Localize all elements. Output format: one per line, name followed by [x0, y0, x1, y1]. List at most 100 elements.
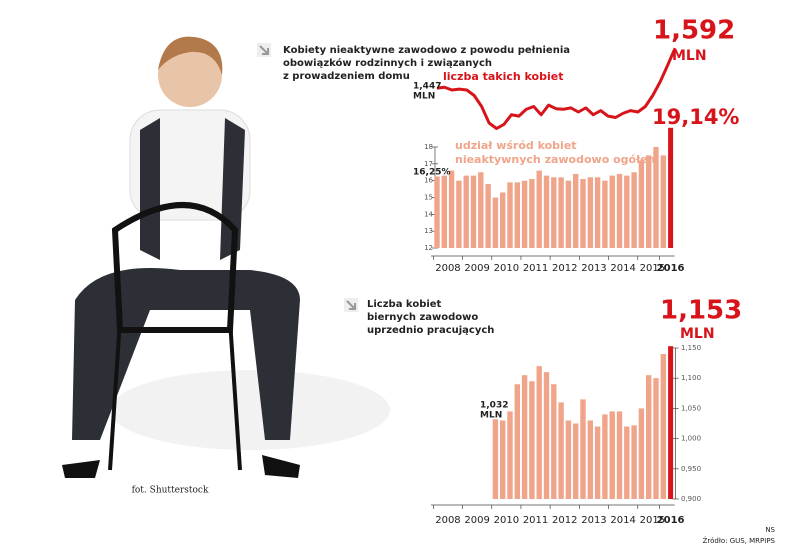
- bar: [434, 176, 440, 248]
- bar: [624, 175, 630, 248]
- bar: [668, 346, 674, 499]
- x-tick-label: 2016: [657, 263, 685, 274]
- bar: [616, 411, 623, 499]
- bar: [507, 182, 513, 248]
- bar: [441, 175, 447, 248]
- bar: [609, 411, 615, 499]
- source: Źródło: GUS, MRPIPS: [703, 536, 776, 545]
- x-tick-label: 2012: [552, 515, 577, 526]
- bar: [580, 178, 586, 248]
- x-tick-label: 2015: [640, 515, 665, 526]
- value-unit: MLN: [672, 48, 707, 64]
- value-unit: MLN: [413, 92, 435, 102]
- bar: [565, 180, 572, 248]
- bar: [602, 414, 608, 499]
- value-label: 1,153: [660, 296, 742, 326]
- bar: [543, 372, 550, 499]
- bar: [638, 160, 645, 248]
- bar: [551, 177, 557, 248]
- bar: [448, 170, 455, 248]
- bar: [594, 177, 601, 248]
- bar: [587, 420, 593, 499]
- bar: [492, 197, 499, 248]
- y-tick-label: 1,050: [681, 404, 701, 412]
- bar: [536, 170, 542, 248]
- x-tick-label: 2013: [581, 515, 606, 526]
- x-tick-label: 2011: [523, 263, 548, 274]
- bar: [500, 420, 506, 499]
- bar: [602, 180, 608, 248]
- y-tick-label: 12: [424, 244, 433, 252]
- bar: [587, 177, 593, 248]
- bar: [500, 192, 506, 248]
- bar: [565, 420, 572, 499]
- bar: [646, 155, 652, 248]
- value-label: 16,25%: [413, 168, 451, 178]
- x-tick-label: 2010: [494, 263, 519, 274]
- photo: [62, 36, 390, 478]
- bar: [660, 354, 666, 499]
- bar: [580, 399, 586, 499]
- bar: [609, 175, 615, 248]
- y-tick-label: 16: [424, 177, 433, 185]
- chart-title: uprzednio pracujących: [367, 325, 494, 336]
- value-unit: MLN: [480, 411, 502, 421]
- bar: [551, 384, 557, 499]
- bar: [573, 173, 579, 248]
- y-tick-label: 1,000: [681, 435, 701, 443]
- bar: [646, 375, 652, 499]
- value-unit: MLN: [680, 326, 715, 342]
- bar: [558, 402, 564, 499]
- bar: [529, 381, 535, 499]
- y-tick-label: 1,150: [681, 344, 701, 352]
- bar: [660, 155, 666, 248]
- y-tick-label: 14: [424, 210, 433, 218]
- value-label: 1,032: [480, 401, 508, 411]
- author: NS: [765, 526, 775, 534]
- chart-title: Liczba kobiet: [367, 299, 442, 310]
- x-tick-label: 2010: [494, 515, 519, 526]
- bar: [521, 375, 528, 499]
- bar: [638, 408, 645, 499]
- value-label: 19,14%: [652, 105, 739, 129]
- bar: [514, 182, 520, 248]
- bar: [631, 425, 637, 499]
- x-tick-label: 2009: [464, 515, 489, 526]
- x-tick-label: 2011: [523, 515, 548, 526]
- x-tick-label: 2009: [464, 263, 489, 274]
- bar: [668, 127, 674, 248]
- y-tick-label: 17: [424, 160, 433, 168]
- y-tick-label: 0,950: [681, 465, 701, 473]
- bar: [543, 175, 550, 248]
- arrow-icon: [257, 43, 358, 312]
- bar: [492, 419, 499, 499]
- y-tick-label: 13: [424, 227, 433, 235]
- chart-title: obowiązków rodzinnych i związanych: [283, 57, 492, 69]
- bar: [529, 178, 535, 248]
- line: [436, 47, 677, 130]
- y-tick-label: 1,100: [681, 374, 701, 382]
- y-tick-label: 18: [424, 143, 433, 151]
- x-tick-label: 2014: [610, 515, 635, 526]
- x-tick-label: 2012: [552, 263, 577, 274]
- x-tick-label: 2016: [657, 515, 685, 526]
- value-label: 1,447: [413, 82, 441, 92]
- x-tick-label: 2008: [435, 263, 460, 274]
- annotation: nieaktywnych zawodowo ogółem: [455, 153, 659, 166]
- annotation: liczba takich kobiet: [443, 70, 563, 83]
- bar: [456, 180, 462, 248]
- bar: [631, 172, 637, 248]
- bar: [594, 426, 601, 499]
- bar: [514, 384, 520, 499]
- bar: [470, 175, 477, 248]
- y-tick-label: 15: [424, 194, 433, 202]
- x-tick-label: 2015: [640, 263, 665, 274]
- bar: [616, 173, 623, 248]
- bar: [507, 411, 513, 499]
- x-tick-label: 2014: [610, 263, 635, 274]
- bar: [653, 378, 659, 499]
- photo-credit: fot. Shutterstock: [132, 486, 209, 496]
- bar: [485, 184, 491, 248]
- bar: [463, 175, 469, 248]
- chart-title: biernych zawodowo: [367, 312, 478, 323]
